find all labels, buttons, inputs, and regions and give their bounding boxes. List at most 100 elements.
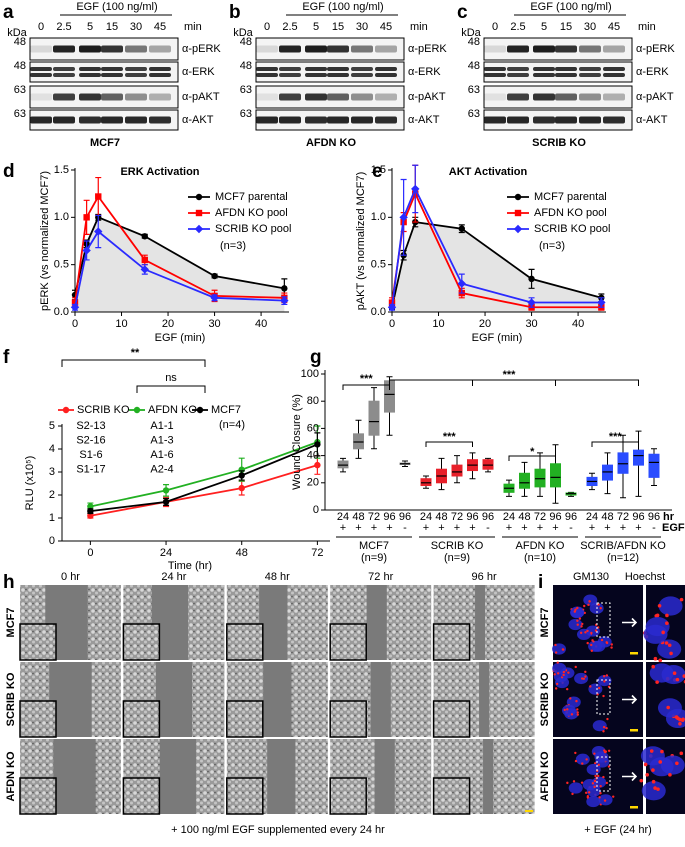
annotation: (n=3) (220, 240, 246, 252)
golgi-dot (590, 643, 593, 647)
golgi-dot (612, 795, 615, 798)
y-tick-label: 0 (49, 535, 55, 547)
y-tick-label: 4 (49, 443, 55, 455)
legend-label: SCRIB KO pool (534, 223, 610, 235)
egf-label: + (552, 522, 558, 534)
blot-band (555, 45, 577, 53)
data-marker (411, 184, 420, 194)
wound-gap (263, 662, 292, 737)
blot-band (579, 67, 601, 71)
golgi-dot (667, 643, 672, 648)
group-n: (n=9) (361, 552, 387, 564)
panel-letter: b (229, 2, 241, 23)
time-label: 2.5 (56, 21, 71, 33)
cell-line-label: MCF7 (90, 137, 120, 149)
golgi-dot (554, 651, 558, 654)
blot-band (484, 67, 506, 71)
inset (432, 777, 471, 815)
time-label: 5 (87, 21, 93, 33)
timepoint-label: 96 hr (472, 571, 497, 583)
golgi-dot (603, 680, 606, 683)
annotation: (n=4) (219, 419, 245, 431)
golgi-dot (656, 787, 660, 791)
y-axis-label: Wound Closure (%) (291, 394, 303, 490)
antibody-label: α-pAKT (182, 91, 220, 103)
blot-band (79, 93, 101, 101)
blot-band (351, 93, 373, 101)
blot-band (125, 116, 147, 124)
golgi-dot (565, 687, 569, 691)
time-label: 2.5 (282, 21, 297, 33)
x-tick-label: 48 (518, 511, 530, 523)
data-marker (71, 299, 79, 306)
box-body (602, 464, 613, 481)
cell-line-label: AFDN KO (306, 137, 357, 149)
significance-bracket (508, 455, 556, 461)
row-label: AFDN KO (5, 751, 17, 802)
egf-label: + (506, 522, 512, 534)
nucleus (586, 795, 601, 808)
x-tick-label: 40 (255, 318, 267, 330)
mw-marker: 63 (14, 84, 26, 96)
golgi-dot (584, 791, 588, 795)
panel-letter: h (3, 572, 15, 593)
nucleus (588, 683, 603, 695)
data-marker (195, 209, 203, 217)
antibody-label: α-pAKT (636, 91, 674, 103)
time-label: 15 (560, 21, 572, 33)
nucleus (583, 594, 598, 606)
series-line (74, 194, 285, 303)
x-tick-label: 72 (534, 511, 546, 523)
legend-label: AFDN KO pool (534, 207, 607, 219)
golgi-dot (597, 774, 600, 778)
x-tick-label: 96 (482, 511, 494, 523)
data-marker (162, 487, 170, 494)
chart-title: ERK Activation (120, 166, 199, 178)
nucleus (576, 628, 591, 641)
x-tick-label: 72 (368, 511, 380, 523)
inset (19, 623, 57, 661)
significance-label: ns (165, 372, 177, 384)
time-label: 15 (106, 21, 118, 33)
blot-band (579, 116, 601, 124)
blot-band (149, 67, 171, 71)
legend-label: AFDN KO (148, 404, 197, 416)
caption: + EGF (24 hr) (584, 824, 652, 836)
egf-label: + (454, 522, 460, 534)
golgi-dot (585, 758, 588, 761)
time-unit: min (184, 21, 202, 33)
blot-band (351, 67, 373, 71)
data-marker (399, 213, 408, 222)
time-label: 0 (264, 21, 270, 33)
series-line (90, 464, 318, 517)
significance-label: *** (609, 431, 623, 443)
blot-band (256, 45, 278, 53)
golgi-dot (665, 613, 669, 618)
blot-band (555, 67, 577, 71)
blot-band (533, 45, 555, 53)
scale-bar (630, 806, 638, 809)
blot-band (256, 67, 278, 71)
blot-band (603, 116, 625, 124)
data-marker (597, 298, 606, 307)
nucleus (640, 746, 665, 766)
blot-band (279, 45, 301, 53)
blot-band (30, 67, 52, 71)
golgi-dot (607, 749, 611, 752)
series-line (90, 441, 318, 508)
golgi-dot (555, 682, 559, 686)
data-marker (314, 461, 321, 469)
data-marker (140, 265, 149, 274)
annotation: (n=3) (539, 240, 565, 252)
wound-gap (370, 662, 391, 737)
blot-band (305, 73, 327, 77)
blot-band (305, 45, 327, 53)
golgi-dot (580, 781, 584, 784)
nucleus (657, 698, 682, 718)
golgi-dot (678, 721, 682, 726)
arrow (622, 694, 638, 705)
legend-label: MCF7 parental (534, 191, 607, 203)
time-label: 5 (313, 21, 319, 33)
golgi-dot (603, 799, 607, 802)
significance-bracket (136, 385, 206, 393)
